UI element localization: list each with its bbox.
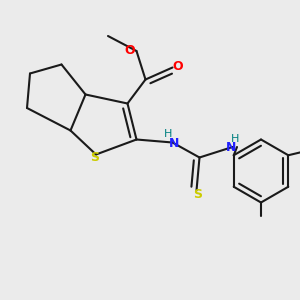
Text: S: S <box>194 188 202 202</box>
Text: S: S <box>90 151 99 164</box>
Text: N: N <box>169 136 179 150</box>
Text: H: H <box>231 134 240 144</box>
Text: N: N <box>226 141 236 154</box>
Text: O: O <box>172 59 183 73</box>
Text: O: O <box>124 44 135 58</box>
Text: H: H <box>164 129 172 139</box>
